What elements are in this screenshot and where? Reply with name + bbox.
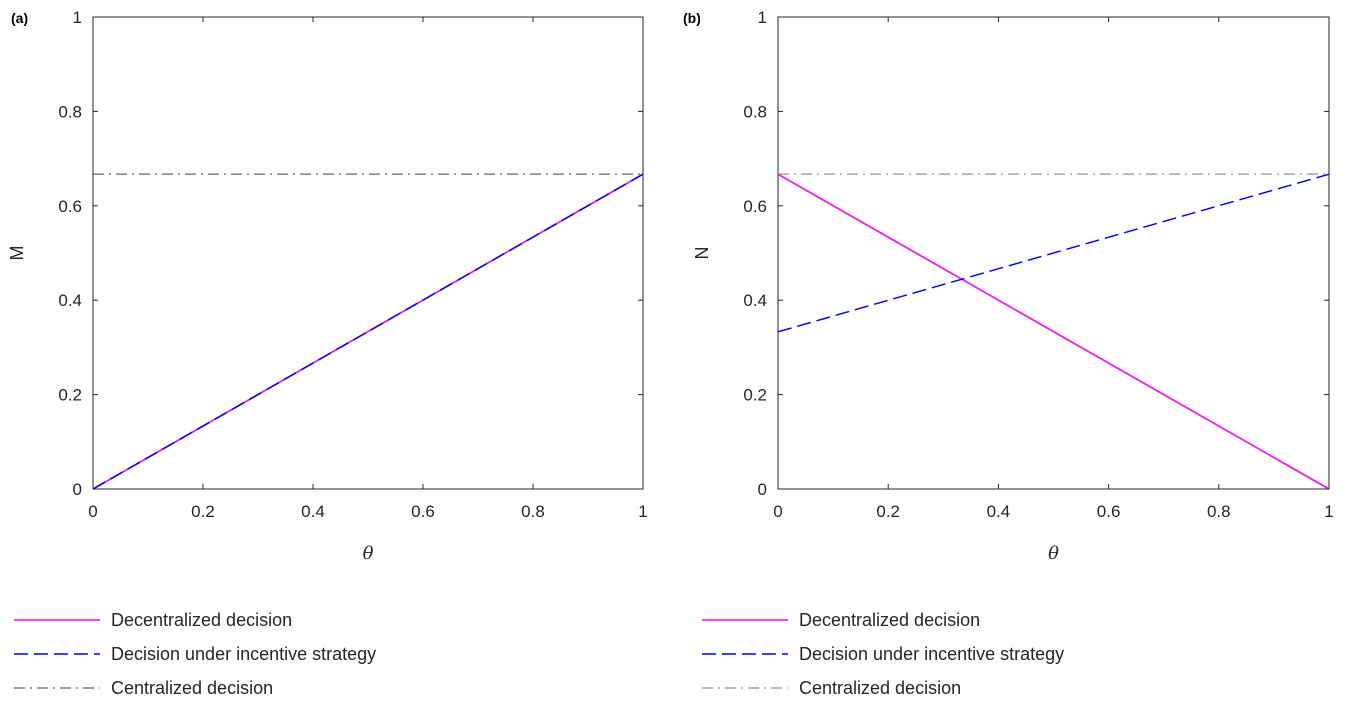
y-tick-label: 0 (758, 480, 767, 499)
y-tick-label: 0.6 (743, 197, 767, 216)
chart-panel-2: 0 0.2 0.4 0.6 0.8 1 0 0.2 0.4 0.6 0.8 1 θ N (b) Decentr… (683, 8, 1334, 698)
legend-entry: Centralized decision (799, 678, 961, 698)
y-axis-label: N (692, 247, 712, 260)
x-tick-label: 0.4 (301, 502, 325, 521)
y-tick-label: 0.2 (58, 386, 82, 405)
x-tick-label: 0 (773, 502, 782, 521)
x-axis-label: θ (363, 543, 374, 564)
y-tick-label: 0.4 (743, 291, 767, 310)
x-tick-label: 0 (88, 502, 97, 521)
y-tick-label: 0.6 (58, 197, 82, 216)
x-tick-label: 0.2 (876, 502, 900, 521)
x-tick-label: 1 (1324, 502, 1333, 521)
series-line-decision-under-incentive-strategy (777, 173, 1330, 333)
y-tick-label: 0.2 (743, 386, 767, 405)
plot-area (93, 17, 643, 489)
y-tick-label: 0 (73, 480, 82, 499)
legend: Decentralized decision Decision under inc… (14, 610, 376, 698)
y-tick-label: 0.8 (743, 102, 767, 121)
legend-entry: Decentralized decision (111, 610, 292, 630)
legend-entry: Centralized decision (111, 678, 273, 698)
x-tick-label: 0.8 (521, 502, 545, 521)
y-tick-label: 1 (758, 8, 767, 27)
x-tick-label: 0.4 (987, 502, 1011, 521)
y-tick-label: 0.4 (58, 291, 82, 310)
legend-entry: Decision under incentive strategy (799, 644, 1064, 664)
legend-entry: Decision under incentive strategy (111, 644, 376, 664)
series-line-decentralized-decision (777, 173, 1330, 490)
x-tick-label: 1 (638, 502, 647, 521)
legend-entry: Decentralized decision (799, 610, 980, 630)
y-tick-label: 0.8 (58, 102, 82, 121)
series-line-decision-under-incentive-strategy (92, 173, 644, 490)
panel-label: (b) (683, 10, 701, 26)
axes-frame (777, 16, 1330, 490)
chart-panel-1: 0 0.2 0.4 0.6 0.8 1 0 0.2 0.4 0.6 0.8 1 θ M (a) Decentr… (7, 8, 648, 698)
y-tick-label: 1 (73, 8, 82, 27)
legend: Decentralized decision Decision under inc… (702, 610, 1064, 698)
axes-frame (92, 16, 644, 490)
panel-label: (a) (11, 10, 28, 26)
x-tick-label: 0.6 (411, 502, 435, 521)
x-tick-label: 0.8 (1207, 502, 1231, 521)
x-tick-label: 0.6 (1097, 502, 1121, 521)
x-axis-label: θ (1048, 543, 1059, 564)
x-tick-label: 0.2 (191, 502, 215, 521)
y-axis-label: M (7, 246, 27, 261)
